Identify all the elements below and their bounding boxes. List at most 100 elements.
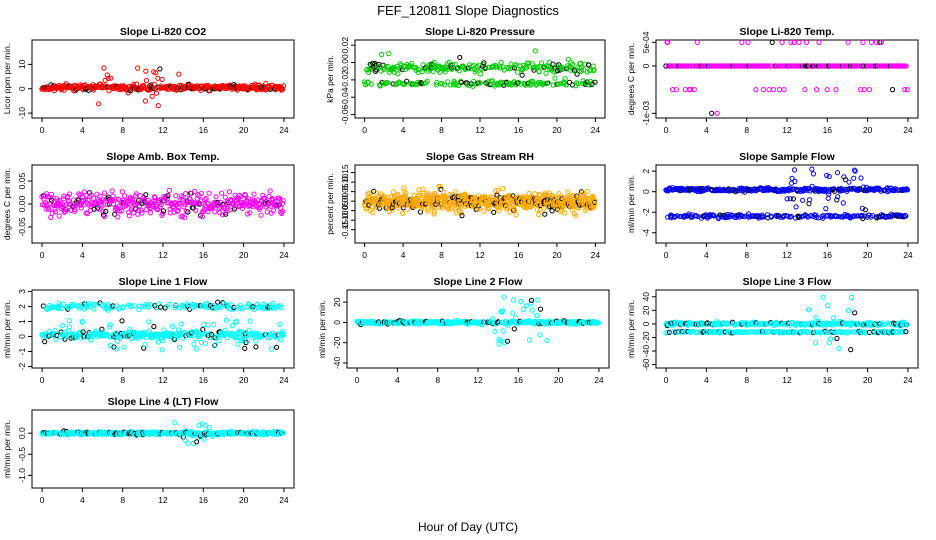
data-point [576, 68, 582, 74]
data-point [377, 205, 383, 211]
data-point [432, 191, 438, 197]
data-point [796, 320, 802, 327]
data-point [160, 337, 166, 344]
data-point [133, 191, 139, 197]
data-point [511, 326, 517, 332]
y-tick-label: -60 [641, 358, 651, 371]
data-point [810, 171, 817, 177]
data-point [845, 186, 852, 192]
data-point [470, 194, 476, 200]
data-point [216, 338, 222, 344]
x-tick-label: 4 [395, 375, 400, 385]
data-point [132, 303, 138, 309]
data-point [505, 66, 512, 72]
data-point [840, 200, 846, 206]
data-point [536, 69, 542, 75]
data-point [438, 186, 444, 192]
data-point [586, 62, 592, 68]
data-point [768, 214, 775, 220]
data-point [534, 312, 540, 318]
data-point [816, 39, 822, 46]
data-point [537, 332, 543, 338]
data-point [903, 213, 909, 219]
y-tick-label: -10 [17, 107, 27, 120]
y-tick-label: 0.05 [340, 183, 350, 200]
data-point [231, 206, 237, 212]
y-tick-label: -40 [332, 357, 342, 370]
data-point [565, 56, 572, 63]
data-point [836, 214, 842, 220]
data-point [830, 315, 836, 321]
data-point [562, 76, 568, 82]
data-point [753, 87, 759, 93]
panel-title: Slope Li-820 CO2 [120, 26, 207, 38]
data-point [66, 324, 72, 330]
data-point [105, 75, 111, 82]
y-tick-label: 10 [17, 59, 27, 69]
data-point [211, 321, 217, 328]
data-point [146, 319, 152, 325]
data-point [160, 208, 167, 214]
data-point [852, 213, 858, 219]
y-tick-label: 0.10 [340, 174, 350, 191]
data-point [386, 69, 392, 75]
data-point [575, 195, 582, 201]
x-tick-label: 16 [823, 250, 833, 260]
data-point [791, 39, 797, 46]
data-point [416, 187, 422, 193]
y-tick-label: -0.06 [340, 105, 350, 125]
y-tick-label: 3 [17, 289, 27, 294]
data-point [739, 213, 745, 219]
y-tick-label: -0.05 [17, 217, 27, 237]
y-tick-label: 2 [641, 169, 651, 174]
plot-frame [31, 39, 295, 119]
data-point [806, 307, 812, 313]
data-point [425, 208, 431, 214]
data-point [278, 304, 284, 311]
data-point [504, 65, 510, 71]
data-point [782, 321, 789, 327]
y-tick-label: 0.0 [17, 427, 27, 439]
data-point [242, 345, 248, 351]
data-point [665, 329, 671, 335]
data-point [386, 50, 392, 57]
data-point [280, 197, 286, 203]
data-point [592, 198, 598, 204]
data-point [120, 305, 126, 311]
y-tick-label: -20 [332, 336, 342, 349]
data-point [405, 206, 411, 212]
data-point [721, 187, 727, 193]
data-point [665, 39, 671, 46]
data-point [491, 209, 497, 215]
data-point [267, 188, 273, 194]
data-point [192, 336, 198, 342]
data-point [739, 39, 745, 46]
data-point [518, 298, 524, 305]
panel-title: Slope Line 3 Flow [743, 276, 833, 288]
data-point [215, 299, 221, 305]
data-point [119, 208, 125, 214]
x-tick-label: 0 [664, 375, 669, 385]
plot-frame [346, 289, 610, 369]
x-tick-label: 4 [401, 250, 406, 260]
data-point [459, 213, 465, 219]
y-tick-label: 0.00 [340, 54, 350, 71]
data-point [109, 188, 115, 194]
data-point [185, 209, 191, 215]
data-point [883, 213, 889, 219]
x-tick-label: 24 [594, 375, 604, 385]
data-point [807, 197, 813, 203]
x-tick-label: 20 [554, 375, 564, 385]
data-point [779, 39, 785, 46]
y-tick-label: -0.10 [340, 210, 350, 230]
data-point [498, 204, 504, 210]
data-point [212, 342, 218, 348]
y-tick-label: 1 [17, 319, 27, 324]
data-point [594, 319, 601, 325]
x-tick-label: 16 [199, 125, 209, 135]
data-point [212, 209, 218, 215]
data-point [230, 201, 236, 207]
data-point [127, 88, 134, 94]
data-point [67, 191, 73, 197]
x-tick-label: 8 [120, 375, 125, 385]
